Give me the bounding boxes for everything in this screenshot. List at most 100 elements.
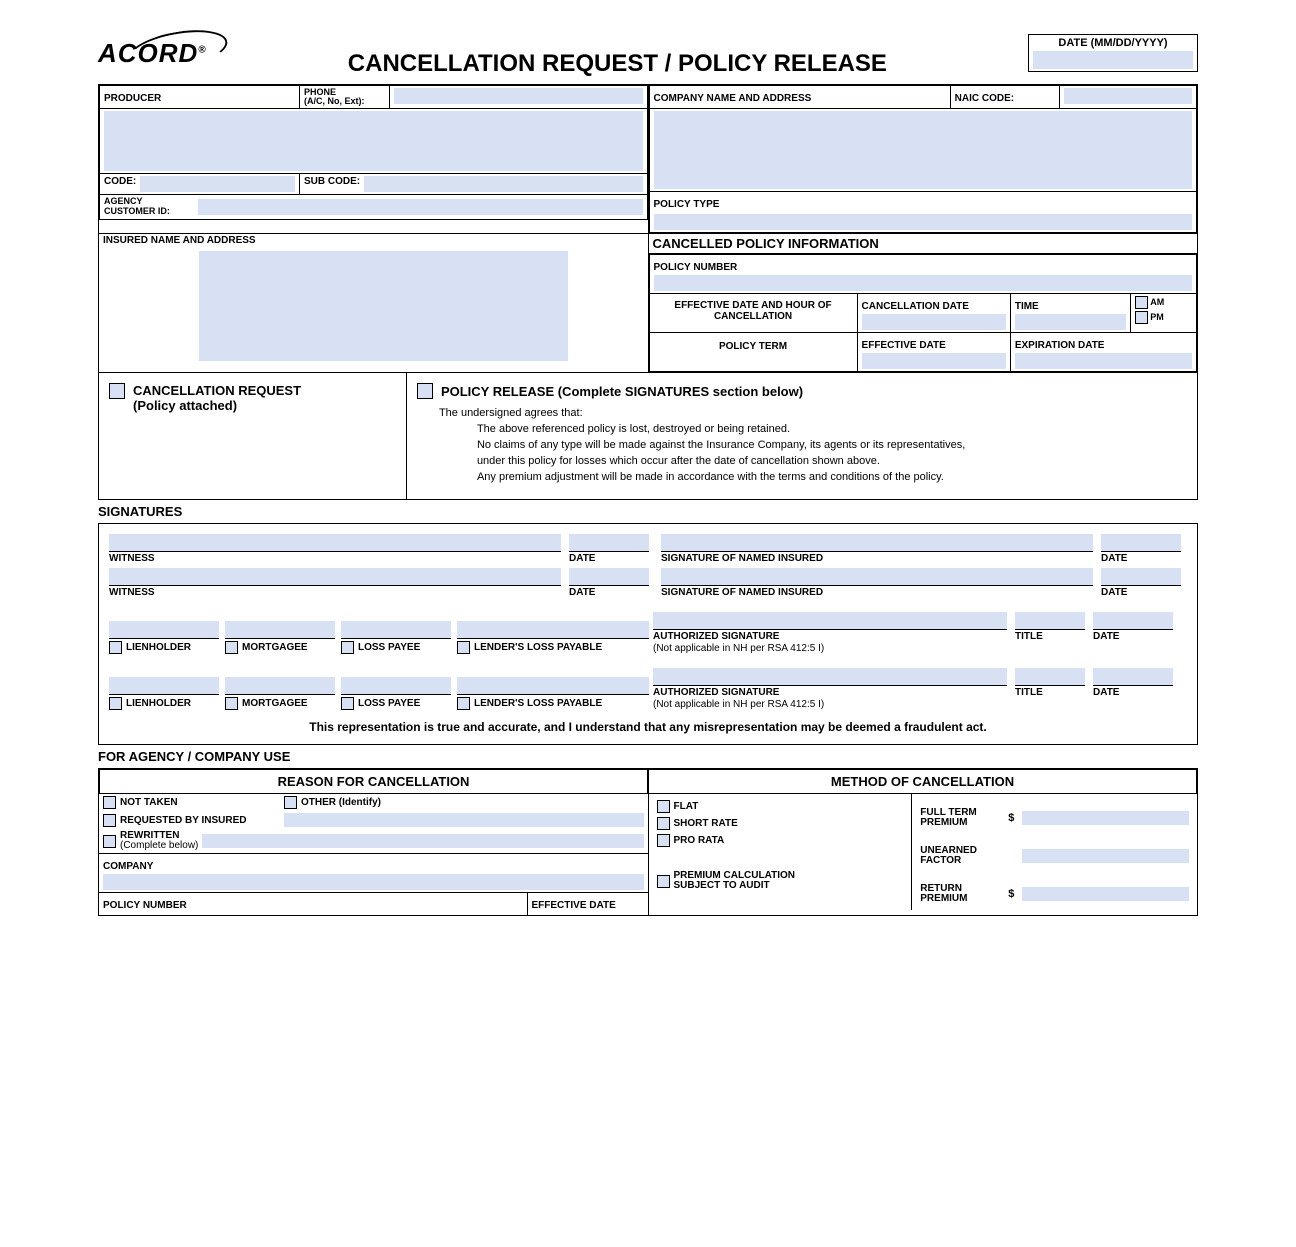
agency-id-field[interactable] xyxy=(198,199,643,215)
mort1-checkbox[interactable] xyxy=(225,641,238,654)
llp2-field[interactable] xyxy=(457,677,649,695)
mort2-field[interactable] xyxy=(225,677,335,695)
acord-logo: ACORD® xyxy=(98,30,207,79)
other-label: OTHER (Identify) xyxy=(301,797,381,808)
witness2-field[interactable] xyxy=(109,568,561,586)
date-field[interactable] xyxy=(1033,51,1193,69)
insured-label: INSURED NAME AND ADDRESS xyxy=(99,234,648,247)
lien2-field[interactable] xyxy=(109,677,219,695)
time-label: TIME xyxy=(1015,301,1039,312)
cancel-request-checkbox[interactable] xyxy=(109,383,125,399)
rewritten-checkbox[interactable] xyxy=(103,835,116,848)
witness2-date-field[interactable] xyxy=(569,568,649,586)
auth-date2-field[interactable] xyxy=(1093,668,1173,686)
insured-field[interactable] xyxy=(199,251,568,361)
premium-calc-checkbox[interactable] xyxy=(657,875,670,888)
company-address-field[interactable] xyxy=(654,111,1193,189)
pm-checkbox[interactable] xyxy=(1135,311,1148,324)
signatures-block: WITNESS DATE SIGNATURE OF NAMED INSURED … xyxy=(98,523,1198,745)
policy-attached-label: (Policy attached) xyxy=(133,398,301,413)
insured-sig2-field[interactable] xyxy=(661,568,1093,586)
return-prem-label: RETURN PREMIUM xyxy=(920,883,967,904)
code-label: CODE: xyxy=(104,176,136,192)
exp-date-field[interactable] xyxy=(1015,353,1192,369)
agree-line3: under this policy for losses which occur… xyxy=(417,451,1187,467)
insured-sig1-date-field[interactable] xyxy=(1101,534,1181,552)
agency-block: REASON FOR CANCELLATION METHOD OF CANCEL… xyxy=(98,768,1198,916)
subject-audit-label: SUBJECT TO AUDIT xyxy=(674,880,770,891)
cancel-request-label: CANCELLATION REQUEST xyxy=(133,383,301,398)
insured-sig1-date-label: DATE xyxy=(1101,552,1181,564)
llp1-field[interactable] xyxy=(457,621,649,639)
lp1-checkbox[interactable] xyxy=(341,641,354,654)
lien1-checkbox[interactable] xyxy=(109,641,122,654)
policy-type-field[interactable] xyxy=(654,214,1193,230)
eff-date-label: EFFECTIVE DATE xyxy=(862,340,946,351)
eff-date-field[interactable] xyxy=(862,353,1006,369)
other-checkbox[interactable] xyxy=(284,796,297,809)
witness1-label: WITNESS xyxy=(109,552,561,564)
time-field[interactable] xyxy=(1015,314,1126,330)
title2-field[interactable] xyxy=(1015,668,1085,686)
short-rate-checkbox[interactable] xyxy=(657,817,670,830)
llp2-label: LENDER'S LOSS PAYABLE xyxy=(474,698,602,709)
auth-sig2-field[interactable] xyxy=(653,668,1007,686)
company-label: COMPANY xyxy=(103,861,153,872)
naic-label: NAIC CODE: xyxy=(955,93,1014,104)
top-block: PRODUCER PHONE (A/C, No, Ext): COD xyxy=(98,84,1198,500)
llp2-checkbox[interactable] xyxy=(457,697,470,710)
flat-label: FLAT xyxy=(674,801,699,812)
lien2-checkbox[interactable] xyxy=(109,697,122,710)
policy-number-label: POLICY NUMBER xyxy=(654,262,738,273)
policy-term-label: POLICY TERM xyxy=(654,335,853,358)
witness2-label: WITNESS xyxy=(109,586,561,598)
subcode-label: SUB CODE: xyxy=(304,176,360,192)
company-field[interactable] xyxy=(103,874,644,890)
cancelled-header: CANCELLED POLICY INFORMATION xyxy=(649,233,1198,254)
req-insured-checkbox[interactable] xyxy=(103,814,116,827)
lp2-label: LOSS PAYEE xyxy=(358,698,420,709)
producer-label: PRODUCER xyxy=(104,93,161,104)
am-checkbox[interactable] xyxy=(1135,296,1148,309)
lien1-field[interactable] xyxy=(109,621,219,639)
producer-address-field[interactable] xyxy=(104,111,643,171)
not-taken-checkbox[interactable] xyxy=(103,796,116,809)
unearned-field[interactable] xyxy=(1022,849,1189,863)
agree-line1: The above referenced policy is lost, des… xyxy=(417,419,1187,435)
subcode-field[interactable] xyxy=(364,176,642,192)
mort1-field[interactable] xyxy=(225,621,335,639)
lp2-field[interactable] xyxy=(341,677,451,695)
lp1-field[interactable] xyxy=(341,621,451,639)
agree-line2: No claims of any type will be made again… xyxy=(417,435,1187,451)
policy-number-field[interactable] xyxy=(654,275,1193,291)
other-identify-field[interactable] xyxy=(284,813,644,827)
witness2-date-label: DATE xyxy=(569,586,649,598)
lp2-checkbox[interactable] xyxy=(341,697,354,710)
cancel-date-field[interactable] xyxy=(862,314,1006,330)
unearned-label: UNEARNED FACTOR xyxy=(920,845,977,866)
pro-rata-label: PRO RATA xyxy=(674,835,725,846)
llp1-checkbox[interactable] xyxy=(457,641,470,654)
mort2-checkbox[interactable] xyxy=(225,697,238,710)
full-term-field[interactable] xyxy=(1022,811,1189,825)
naic-field[interactable] xyxy=(1064,88,1192,104)
witness1-field[interactable] xyxy=(109,534,561,552)
code-field[interactable] xyxy=(140,176,295,192)
pro-rata-checkbox[interactable] xyxy=(657,834,670,847)
pm-label: PM xyxy=(1150,313,1164,322)
insured-sig1-field[interactable] xyxy=(661,534,1093,552)
title1-label: TITLE xyxy=(1015,630,1085,642)
title1-field[interactable] xyxy=(1015,612,1085,630)
return-prem-field[interactable] xyxy=(1022,887,1189,901)
auth-sig1-field[interactable] xyxy=(653,612,1007,630)
witness1-date-field[interactable] xyxy=(569,534,649,552)
fraud-statement: This representation is true and accurate… xyxy=(99,710,1197,744)
policy-release-checkbox[interactable] xyxy=(417,383,433,399)
phone-field[interactable] xyxy=(394,88,643,104)
auth-date1-label: DATE xyxy=(1093,630,1173,642)
mort1-label: MORTGAGEE xyxy=(242,642,308,653)
flat-checkbox[interactable] xyxy=(657,800,670,813)
auth-date1-field[interactable] xyxy=(1093,612,1173,630)
other-identify-field2[interactable] xyxy=(202,834,643,848)
insured-sig2-date-field[interactable] xyxy=(1101,568,1181,586)
